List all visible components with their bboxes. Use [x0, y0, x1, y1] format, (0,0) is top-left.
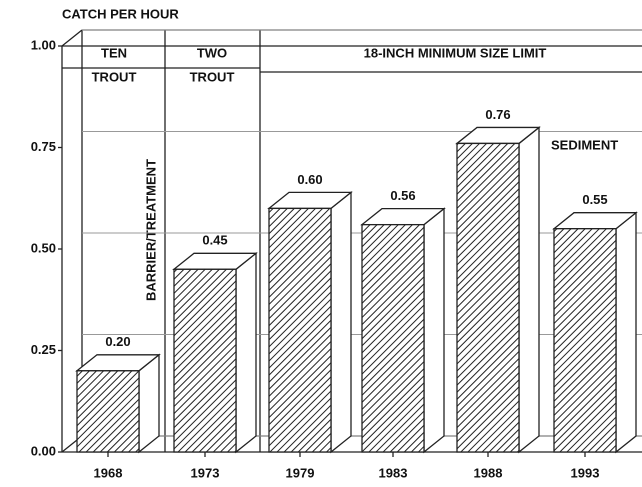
bar-side — [138, 353, 160, 454]
bar — [268, 207, 332, 453]
y-tick-label: 1.00 — [31, 37, 56, 52]
bar-side — [518, 126, 540, 454]
y-tick-label: 0.00 — [31, 443, 56, 458]
x-tick-label: 1983 — [379, 465, 408, 480]
bar — [456, 142, 520, 453]
frame-edge — [61, 29, 83, 47]
annotation: 18-INCH MINIMUM SIZE LIMIT — [364, 45, 547, 60]
bar-side — [423, 207, 445, 454]
value-label: 0.76 — [485, 107, 510, 122]
x-tick-label: 1993 — [571, 465, 600, 480]
x-tick-label: 1968 — [94, 465, 123, 480]
x-tick-label: 1979 — [286, 465, 315, 480]
y-tick-label: 0.75 — [31, 139, 56, 154]
bar — [173, 268, 237, 453]
y-tick-label: 0.50 — [31, 240, 56, 255]
value-label: 0.60 — [297, 172, 322, 187]
value-label: 0.55 — [582, 192, 607, 207]
annotation: TROUT — [190, 69, 235, 84]
bar-side — [615, 211, 637, 454]
value-label: 0.20 — [105, 334, 130, 349]
annotations: TEN TROUT TWO TROUT 18-INCH MINIMUM SIZE… — [61, 29, 642, 452]
annotation: TROUT — [92, 69, 137, 84]
value-label: 0.56 — [390, 188, 415, 203]
bar-side — [235, 251, 257, 454]
y-axis-label: CATCH PER HOUR — [62, 6, 179, 21]
bar — [76, 370, 140, 453]
value-label: 0.45 — [202, 233, 227, 248]
annotation: TWO — [197, 45, 227, 60]
annotation: SEDIMENT — [551, 137, 618, 152]
bar-side — [330, 191, 352, 454]
x-tick-label: 1973 — [191, 465, 220, 480]
annotation: TEN — [101, 45, 127, 60]
bar — [553, 228, 617, 453]
bar — [361, 223, 425, 453]
x-tick-label: 1988 — [474, 465, 503, 480]
y-tick-label: 0.25 — [31, 342, 56, 357]
annotation: BARRIER/TREATMENT — [143, 159, 158, 301]
